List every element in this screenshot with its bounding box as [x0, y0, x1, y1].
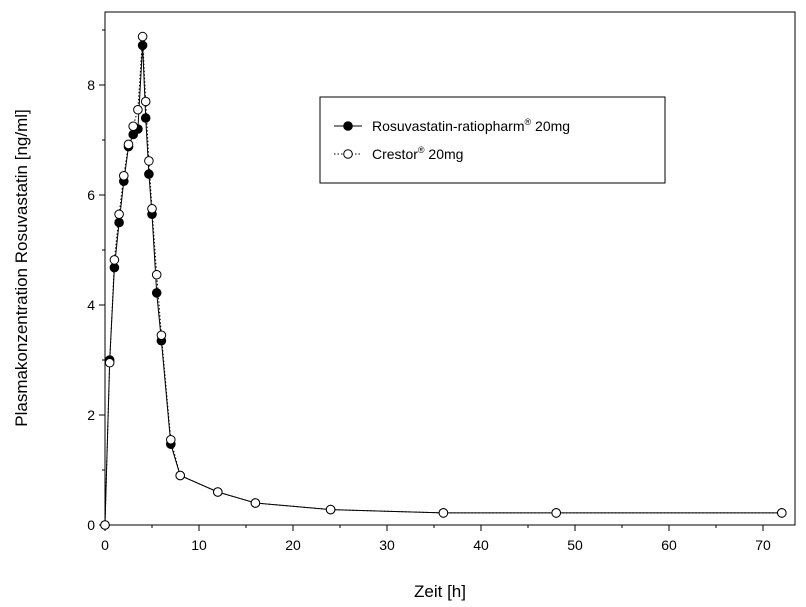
x-tick-label: 70: [755, 537, 771, 553]
legend-series-name: Crestor: [372, 146, 418, 162]
y-tick-label: 4: [87, 297, 95, 313]
legend-marker-2: [343, 149, 353, 159]
legend-registered-mark: ®: [525, 117, 532, 127]
legend-series-name: Rosuvastatin-ratiopharm: [372, 118, 525, 134]
y-axis-title: Plasmakonzentration Rosuvastatin [ng/ml]: [12, 109, 31, 427]
data-point: [144, 156, 154, 166]
data-point: [325, 504, 336, 515]
y-tick-label: 8: [87, 77, 95, 93]
data-point: [777, 508, 787, 518]
series-layer: [100, 31, 787, 530]
data-point: [151, 288, 162, 298]
data-point: [438, 508, 449, 518]
x-tick-label: 20: [285, 537, 301, 553]
data-point: [250, 498, 261, 508]
data-point: [140, 113, 151, 123]
x-tick-label: 50: [567, 537, 583, 553]
axes: [104, 11, 796, 526]
legend-label-1: Rosuvastatin-ratiopharm® 20mg: [372, 117, 570, 134]
data-point: [151, 269, 162, 280]
x-axis: 0 10 20 30 40 50 60 70: [101, 525, 771, 553]
y-tick-label: 0: [87, 517, 95, 533]
x-axis-title: Zeit [h]: [414, 582, 466, 601]
y-axis: 0 2 4 6 8: [87, 29, 105, 533]
data-point: [114, 209, 124, 220]
x-tick-label: 40: [473, 537, 489, 553]
x-tick-label: 60: [661, 537, 677, 553]
data-point: [175, 470, 185, 481]
data-point: [213, 487, 223, 497]
data-point: [104, 357, 115, 368]
y-tick-label: 6: [87, 187, 95, 203]
x-tick-label: 10: [191, 537, 207, 553]
data-point: [114, 217, 124, 228]
data-point: [119, 170, 129, 181]
legend-box: [319, 96, 666, 184]
series-markers-2: [100, 31, 787, 530]
data-point: [166, 434, 176, 445]
data-point: [140, 96, 151, 107]
data-point: [128, 121, 138, 132]
legend-label-2: Crestor® 20mg: [372, 145, 463, 162]
x-tick-label: 0: [101, 537, 109, 553]
legend-registered-mark: ®: [418, 145, 425, 155]
legend-series-dose: 20mg: [531, 118, 570, 134]
data-point: [147, 203, 157, 214]
data-point: [137, 40, 148, 51]
legend-series-dose: 20mg: [425, 146, 464, 162]
data-point: [144, 169, 154, 179]
series-line-1: [104, 45, 782, 526]
data-point: [109, 255, 120, 265]
data-point: [133, 104, 143, 115]
plot-frame: [104, 11, 796, 526]
data-point: [156, 330, 167, 341]
legend-marker-1: [343, 121, 353, 131]
data-point: [123, 139, 134, 150]
y-tick-label: 2: [87, 407, 95, 423]
x-tick-label: 30: [379, 537, 395, 553]
data-point: [100, 520, 110, 530]
data-point: [551, 508, 562, 518]
data-point: [137, 31, 148, 42]
